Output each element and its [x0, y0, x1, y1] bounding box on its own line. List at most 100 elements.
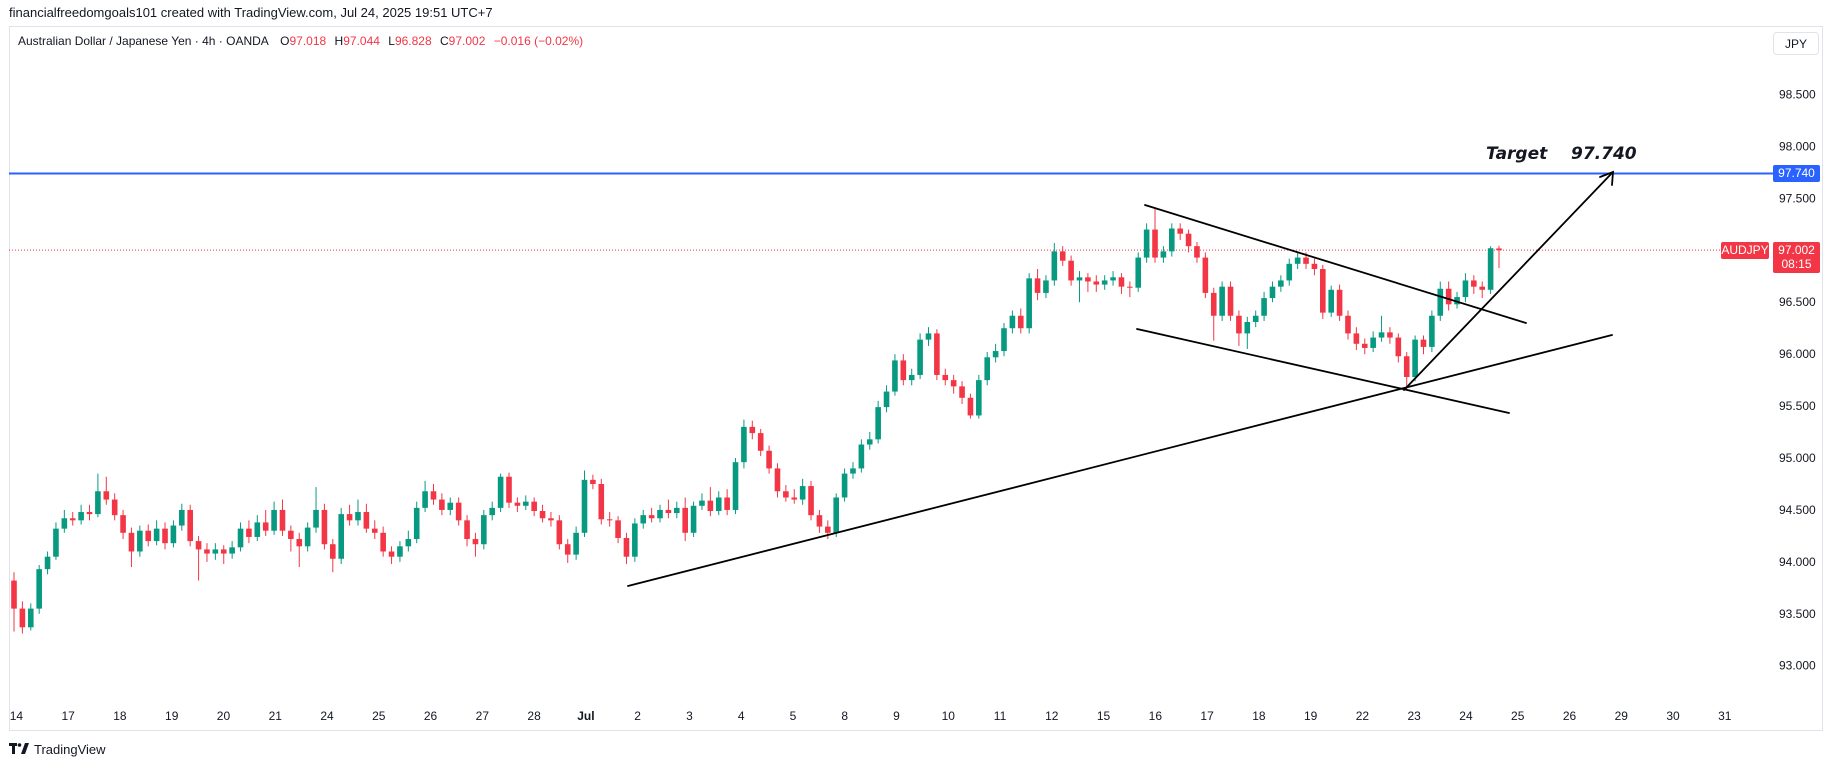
candle-body — [749, 426, 756, 434]
target-annotation-value[interactable]: 97.740 — [1571, 144, 1637, 164]
candle-body — [481, 515, 487, 545]
ohlc-open-label: O — [280, 34, 290, 48]
candle — [1236, 310, 1242, 346]
candle-body — [220, 549, 227, 554]
support-trendline[interactable] — [627, 334, 1613, 587]
price-axis[interactable]: 98.500 98.000 97.500 96.500 96.000 95.500 95.0… — [1779, 88, 1816, 673]
candle-body — [648, 515, 655, 519]
candle — [330, 539, 336, 573]
candle-body — [1454, 297, 1460, 305]
candle-body — [1194, 246, 1200, 258]
candle — [522, 495, 529, 510]
candle-body — [1294, 257, 1301, 264]
candle — [1403, 352, 1410, 391]
candle-body — [976, 380, 982, 416]
candle — [1001, 323, 1007, 357]
candle — [556, 515, 563, 550]
candle-body — [715, 497, 722, 511]
channel-upper-line[interactable] — [1144, 204, 1527, 324]
tradingview-logo-text: TradingView — [34, 741, 106, 757]
candle-body — [522, 501, 529, 506]
candle — [883, 385, 890, 413]
candle-body — [883, 391, 890, 408]
candle — [992, 343, 999, 363]
candle — [36, 564, 42, 614]
candle — [539, 504, 546, 523]
tradingview-footer[interactable]: TradingView — [9, 740, 106, 758]
candle-body — [1185, 233, 1192, 247]
candle-body — [673, 507, 680, 514]
candle — [279, 499, 286, 536]
candle — [120, 509, 126, 540]
candle-body — [447, 502, 454, 510]
candle-body — [44, 556, 51, 570]
candle-body — [36, 569, 42, 609]
candle-body — [1361, 343, 1368, 348]
candle — [1261, 291, 1267, 321]
candle — [1353, 327, 1360, 351]
chart-pane[interactable] — [9, 26, 1823, 731]
candle-body — [1487, 248, 1494, 290]
candle-body — [380, 532, 386, 552]
candle-body — [984, 357, 991, 381]
candle-body — [581, 479, 588, 533]
time-axis-label: 5 — [790, 709, 797, 723]
time-axis-label: 4 — [738, 709, 745, 723]
candle-body — [1496, 248, 1502, 251]
candle-body — [825, 526, 831, 533]
candle-body — [959, 386, 965, 398]
candle-body — [1110, 277, 1116, 281]
candle-body — [531, 501, 537, 511]
candle-body — [606, 519, 613, 521]
candle-body — [355, 512, 361, 521]
candle — [1118, 273, 1125, 294]
price-axis-label: 95.000 — [1779, 451, 1816, 465]
candle-body — [262, 522, 269, 531]
candle — [1286, 258, 1293, 286]
last-price-value: 97.002 — [1778, 243, 1815, 258]
candle-body — [858, 444, 865, 469]
candle-body — [1471, 280, 1477, 287]
channel-lower-line[interactable] — [1136, 328, 1510, 414]
time-axis-label: 18 — [1252, 709, 1266, 723]
candle — [355, 499, 361, 526]
candle-body — [1143, 229, 1150, 258]
target-price-tag[interactable]: 97.740 — [1773, 164, 1820, 182]
chart-legend: Australian Dollar / Japanese Yen · 4h · … — [18, 34, 583, 48]
candle — [489, 501, 496, 521]
time-axis-label: 12 — [1045, 709, 1059, 723]
candle — [598, 478, 605, 525]
time-axis-label: 24 — [1459, 709, 1473, 723]
candle-body — [363, 512, 370, 529]
candle-body — [195, 541, 202, 550]
candle — [78, 504, 84, 525]
candle — [187, 504, 193, 547]
candle-body — [1303, 257, 1309, 264]
candle — [1487, 246, 1494, 294]
candle — [732, 458, 739, 515]
candle — [1420, 335, 1427, 355]
target-arrow-line[interactable] — [1403, 172, 1613, 391]
candle-body — [808, 486, 814, 516]
candle-series[interactable] — [11, 207, 1502, 634]
candle — [799, 478, 806, 505]
candle-body — [304, 527, 311, 547]
candle-body — [321, 509, 328, 545]
candle — [1085, 273, 1091, 292]
candle — [774, 463, 781, 498]
currency-button[interactable]: JPY — [1773, 32, 1819, 55]
time-axis-label: 20 — [217, 709, 231, 723]
drawings[interactable] — [627, 170, 1615, 587]
candle — [338, 507, 345, 564]
candle-body — [1395, 337, 1402, 357]
target-annotation-word[interactable]: Target — [1486, 144, 1548, 164]
candle-body — [103, 491, 110, 500]
time-axis[interactable]: 14 17 18 19 20 21 24 25 26 27 28 Jul 2 3 4 5 8 9 10 11 12 15 1… — [10, 709, 1732, 723]
candle-body — [850, 468, 856, 474]
candle-body — [11, 580, 17, 609]
candle-body — [1009, 315, 1016, 329]
symbol-title[interactable]: Australian Dollar / Japanese Yen · 4h · … — [18, 34, 269, 48]
candle — [1026, 273, 1032, 334]
time-axis-label: 14 — [10, 709, 24, 723]
